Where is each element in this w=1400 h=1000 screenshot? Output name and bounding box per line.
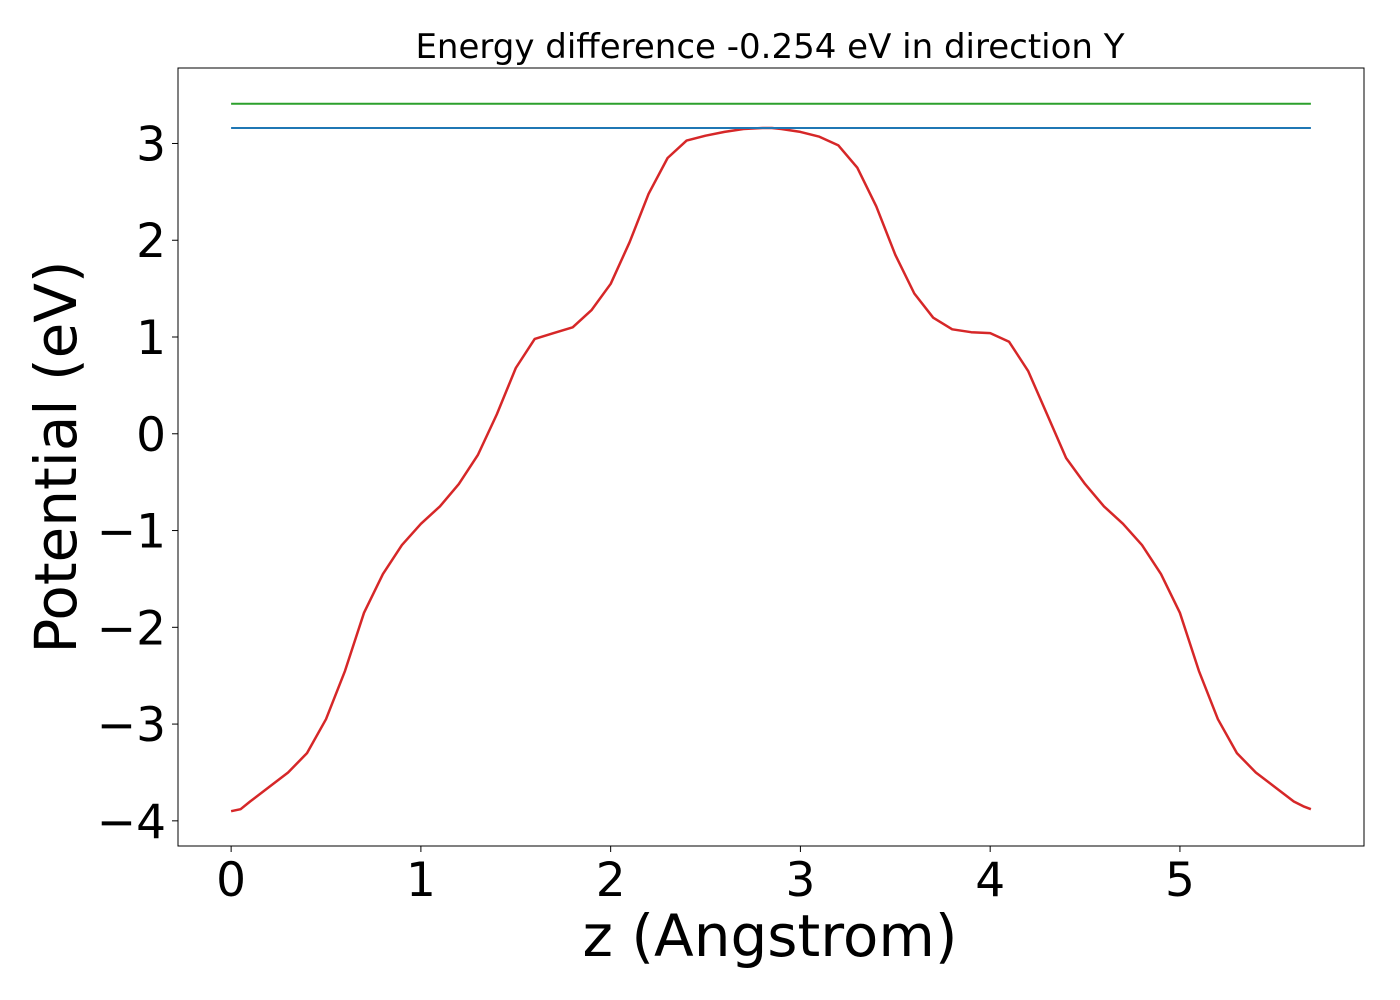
- x-tick-label: 0: [216, 853, 246, 908]
- x-axis-ticks: 0 1 2 3 4 5: [216, 846, 1195, 908]
- x-axis-label: z (Angstrom): [583, 902, 958, 970]
- y-tick-label: −1: [97, 505, 166, 560]
- series-layer: [230, 102, 1312, 813]
- plot-frame: [177, 67, 1365, 847]
- x-tick-label: 4: [975, 853, 1005, 908]
- y-axis-ticks: −4 −3 −2 −1 0 1 2 3: [97, 117, 178, 850]
- y-tick-label: −2: [97, 601, 166, 656]
- y-tick-label: −4: [97, 795, 166, 850]
- x-tick-label: 2: [596, 853, 626, 908]
- x-tick-label: 5: [1165, 853, 1195, 908]
- y-axis-label: Potential (eV): [22, 260, 90, 653]
- y-tick-label: 0: [136, 408, 166, 463]
- y-tick-label: 3: [136, 117, 166, 172]
- y-tick-label: 1: [136, 311, 166, 366]
- x-tick-label: 1: [406, 853, 436, 908]
- chart-title: Energy difference -0.254 eV in direction…: [415, 27, 1124, 67]
- y-tick-label: −3: [97, 698, 166, 753]
- x-tick-label: 3: [785, 853, 815, 908]
- y-tick-label: 2: [136, 214, 166, 269]
